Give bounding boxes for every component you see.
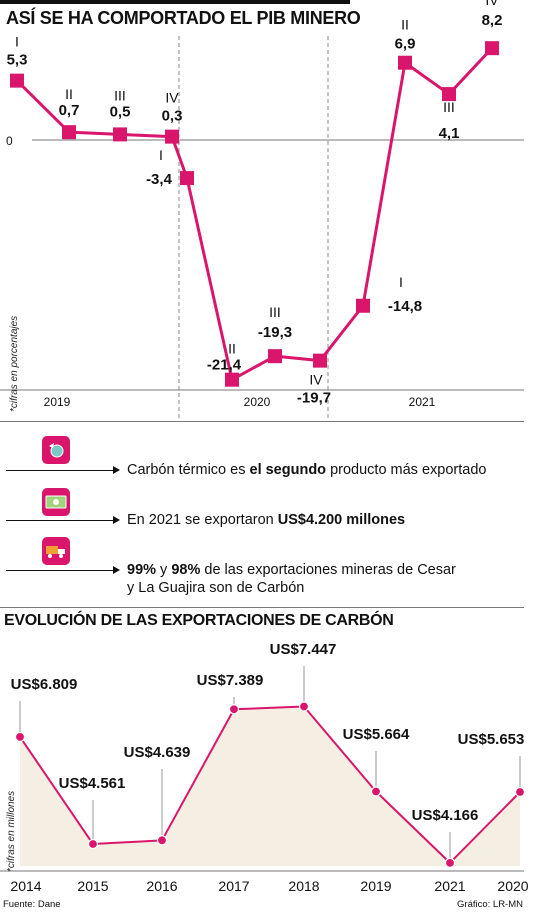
pib-point: [180, 171, 194, 186]
year-label: 2021: [409, 395, 436, 409]
pib-point: [10, 73, 24, 88]
exports-point: [514, 786, 526, 798]
quarter-label: II: [228, 341, 236, 357]
exports-point: [444, 857, 456, 868]
data-label: -19,7: [297, 390, 331, 407]
globe-icon: [42, 436, 70, 464]
exports-series-line: [19, 705, 521, 864]
truck-icon: [42, 537, 70, 565]
pib-point: [442, 87, 456, 102]
divider: [0, 421, 524, 422]
quarter-label: II: [65, 86, 73, 102]
quarter-label: I: [15, 34, 19, 50]
exports-point: [87, 838, 99, 850]
quarter-label: IV: [309, 372, 323, 388]
x-tick-label: 2020: [497, 878, 528, 894]
exports-point: [370, 786, 382, 797]
data-label: -3,4: [146, 171, 173, 188]
fact-arrow: [6, 516, 120, 524]
area-fill: [20, 706, 520, 866]
x-tick-label: 2019: [360, 878, 391, 894]
data-label: -21,4: [207, 357, 242, 374]
data-label: -14,8: [388, 298, 422, 315]
y-axis-label: *cifras en millones: [6, 791, 17, 872]
pib-point: [113, 127, 127, 142]
exports-point: [228, 704, 240, 715]
exports-point: [14, 731, 26, 743]
pib-point: [62, 125, 76, 140]
fact-3: 99% y 98% de las exportaciones mineras d…: [127, 562, 456, 596]
x-tick-label: 2021: [434, 878, 465, 894]
x-tick-label: 2018: [288, 878, 319, 894]
pib-point: [268, 349, 282, 364]
year-label: 2020: [244, 395, 271, 409]
pib-point: [225, 372, 239, 387]
zero-tick-label: 0: [6, 134, 13, 148]
x-tick-label: 2016: [146, 878, 177, 894]
exports-chart-title: EVOLUCIÓN DE LAS EXPORTACIONES DE CARBÓN: [4, 612, 394, 629]
pib-point: [313, 353, 327, 368]
source-note: Fuente: Dane: [3, 899, 61, 910]
y-axis-label: *cifras en porcentajes: [9, 316, 20, 412]
data-label: US$5.664: [343, 726, 410, 743]
fact-1: Carbón térmico es el segundo producto má…: [127, 462, 487, 478]
fact-arrow: [6, 566, 120, 574]
data-label: US$4.166: [412, 807, 479, 824]
data-label: 6,9: [395, 36, 416, 53]
data-label: 0,3: [162, 108, 183, 125]
pib-point: [485, 41, 499, 56]
data-label: US$5.653: [458, 731, 525, 748]
quarter-label: III: [114, 87, 126, 103]
data-label: US$4.639: [124, 744, 191, 761]
quarter-label: I: [159, 147, 163, 163]
quarter-label: III: [269, 304, 281, 320]
fact-arrow: [6, 466, 120, 474]
data-label: -19,3: [258, 324, 292, 341]
pib-point: [356, 298, 370, 313]
quarter-label: IV: [485, 0, 499, 8]
data-label: 0,5: [110, 103, 131, 120]
quarter-label: IV: [165, 90, 179, 106]
data-label: 8,2: [482, 12, 503, 29]
data-label: US$4.561: [59, 775, 126, 792]
quarter-label: III: [443, 99, 455, 115]
data-label: US$7.447: [270, 641, 337, 658]
money-icon: [42, 488, 70, 516]
quarter-label: II: [401, 17, 409, 33]
pib-point: [165, 129, 179, 144]
pib-chart-title: ASÍ SE HA COMPORTADO EL PIB MINERO: [6, 8, 361, 28]
data-label: 4,1: [439, 125, 460, 142]
data-label: 5,3: [7, 52, 28, 69]
title-bar-accent: [0, 0, 350, 4]
pib-series-line: [15, 47, 494, 382]
exports-point: [298, 701, 310, 712]
fact-2: En 2021 se exportaron US$4.200 millones: [127, 512, 406, 528]
data-label: US$7.389: [197, 672, 264, 689]
pib-chart: 0 2019 2020 2021 *cifras en porcentajes I 5,3 I…: [0, 0, 524, 418]
x-tick-label: 2014: [10, 878, 41, 894]
quarter-label: I: [399, 274, 403, 290]
data-label: 0,7: [59, 102, 80, 119]
year-label: 2019: [44, 395, 71, 409]
exports-point: [156, 835, 168, 846]
x-tick-label: 2015: [77, 878, 108, 894]
divider: [0, 607, 524, 608]
data-label: US$6.809: [11, 676, 78, 693]
x-tick-label: 2017: [218, 878, 249, 894]
credit-note: Gráfico: LR-MN: [457, 899, 523, 910]
pib-point: [398, 55, 412, 70]
